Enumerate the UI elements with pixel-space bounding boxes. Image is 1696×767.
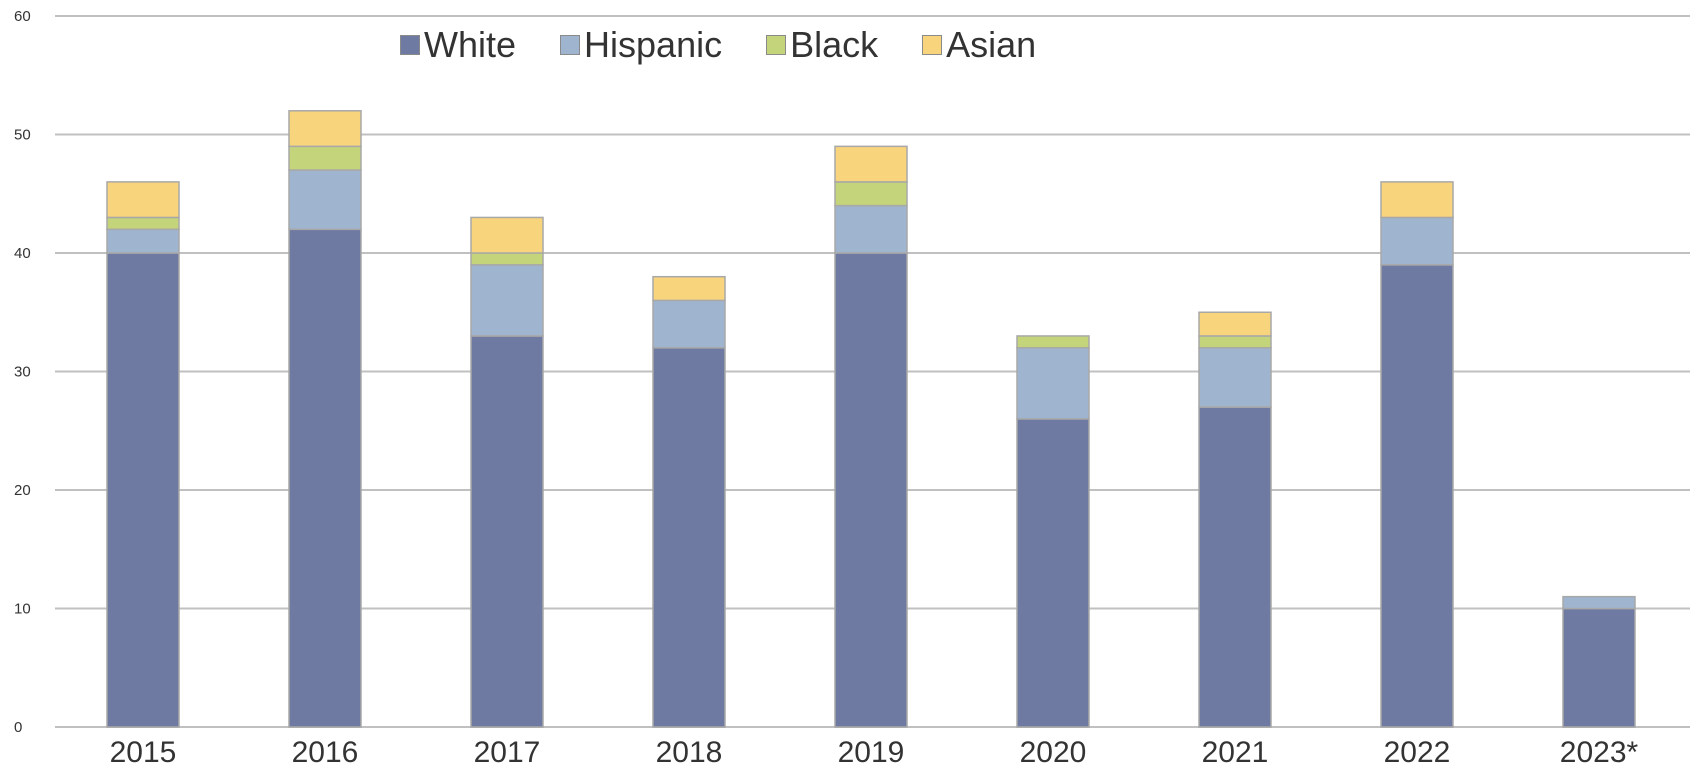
bar-segment-asian xyxy=(1380,181,1454,219)
bar-segment-hispanic xyxy=(834,204,908,254)
legend-item-asian: Asian xyxy=(922,22,1036,68)
legend-label-black: Black xyxy=(790,24,879,65)
x-tick-label: 2016 xyxy=(292,736,359,767)
bar-segment-white xyxy=(106,252,180,728)
legend-item-white: White xyxy=(400,22,516,68)
bar-segment-white xyxy=(652,347,726,728)
bar-segment-black xyxy=(1016,335,1090,349)
y-tick-label: 40 xyxy=(14,245,31,262)
bar-segment-hispanic xyxy=(1016,347,1090,420)
y-tick-label: 0 xyxy=(14,719,22,736)
bar-segment-white xyxy=(1562,607,1636,728)
bar-segment-white xyxy=(1380,264,1454,728)
bar-segment-asian xyxy=(834,145,908,183)
bar-segment-asian xyxy=(106,181,180,219)
bar-segment-white xyxy=(288,228,362,728)
y-tick-label: 30 xyxy=(14,364,31,381)
y-tick-label: 60 xyxy=(14,8,31,25)
bar-segment-black xyxy=(1198,335,1272,349)
y-tick-label: 20 xyxy=(14,482,31,499)
y-tick-label: 50 xyxy=(14,127,31,144)
x-tick-label: 2022 xyxy=(1384,736,1451,767)
bar-segment-hispanic xyxy=(288,169,362,231)
bar-segment-hispanic xyxy=(1562,595,1636,610)
x-tick-label: 2021 xyxy=(1202,736,1269,767)
bar-segment-hispanic xyxy=(652,299,726,349)
bar-segment-asian xyxy=(1198,311,1272,337)
legend-item-black: Black xyxy=(766,22,878,68)
bars xyxy=(106,110,1636,728)
x-tick-label: 2015 xyxy=(110,736,177,767)
bar-segment-asian xyxy=(470,216,544,254)
x-tick-label: 2017 xyxy=(474,736,541,767)
legend-label-asian: Asian xyxy=(946,24,1037,65)
bar-segment-black xyxy=(288,145,362,171)
y-axis-ticks: 0 10 20 30 40 50 60 xyxy=(14,8,31,736)
x-axis-ticks: 2015 2016 2017 2018 2019 2020 2021 2022 2023* xyxy=(110,736,1639,767)
bar-segment-hispanic xyxy=(470,264,544,337)
bar-segment-black xyxy=(470,252,544,266)
bar-segment-white xyxy=(1016,418,1090,728)
bar-segment-asian xyxy=(652,275,726,302)
bar-segment-hispanic xyxy=(1380,216,1454,266)
legend-swatch-asian xyxy=(922,35,943,55)
bar-segment-white xyxy=(470,335,544,728)
bar-segment-white xyxy=(1198,406,1272,728)
x-tick-label: 2020 xyxy=(1020,736,1087,767)
bar-segment-black xyxy=(106,216,180,231)
legend-swatch-white xyxy=(400,35,420,55)
legend-item-hispanic: Hispanic xyxy=(560,22,722,68)
x-tick-label: 2019 xyxy=(838,736,905,767)
bar-segment-white xyxy=(834,252,908,728)
bar-segment-hispanic xyxy=(1198,347,1272,408)
bar-segment-hispanic xyxy=(106,228,180,254)
legend: White Hispanic Black Asian xyxy=(400,22,1080,68)
bar-segment-black xyxy=(834,181,908,207)
legend-swatch-hispanic xyxy=(560,35,581,55)
y-tick-label: 10 xyxy=(14,601,31,618)
x-tick-label: 2023* xyxy=(1560,736,1639,767)
x-tick-label: 2018 xyxy=(656,736,723,767)
bar-segment-asian xyxy=(288,110,362,148)
legend-label-white: White xyxy=(424,24,517,65)
legend-label-hispanic: Hispanic xyxy=(584,24,723,65)
legend-swatch-black xyxy=(766,35,787,55)
